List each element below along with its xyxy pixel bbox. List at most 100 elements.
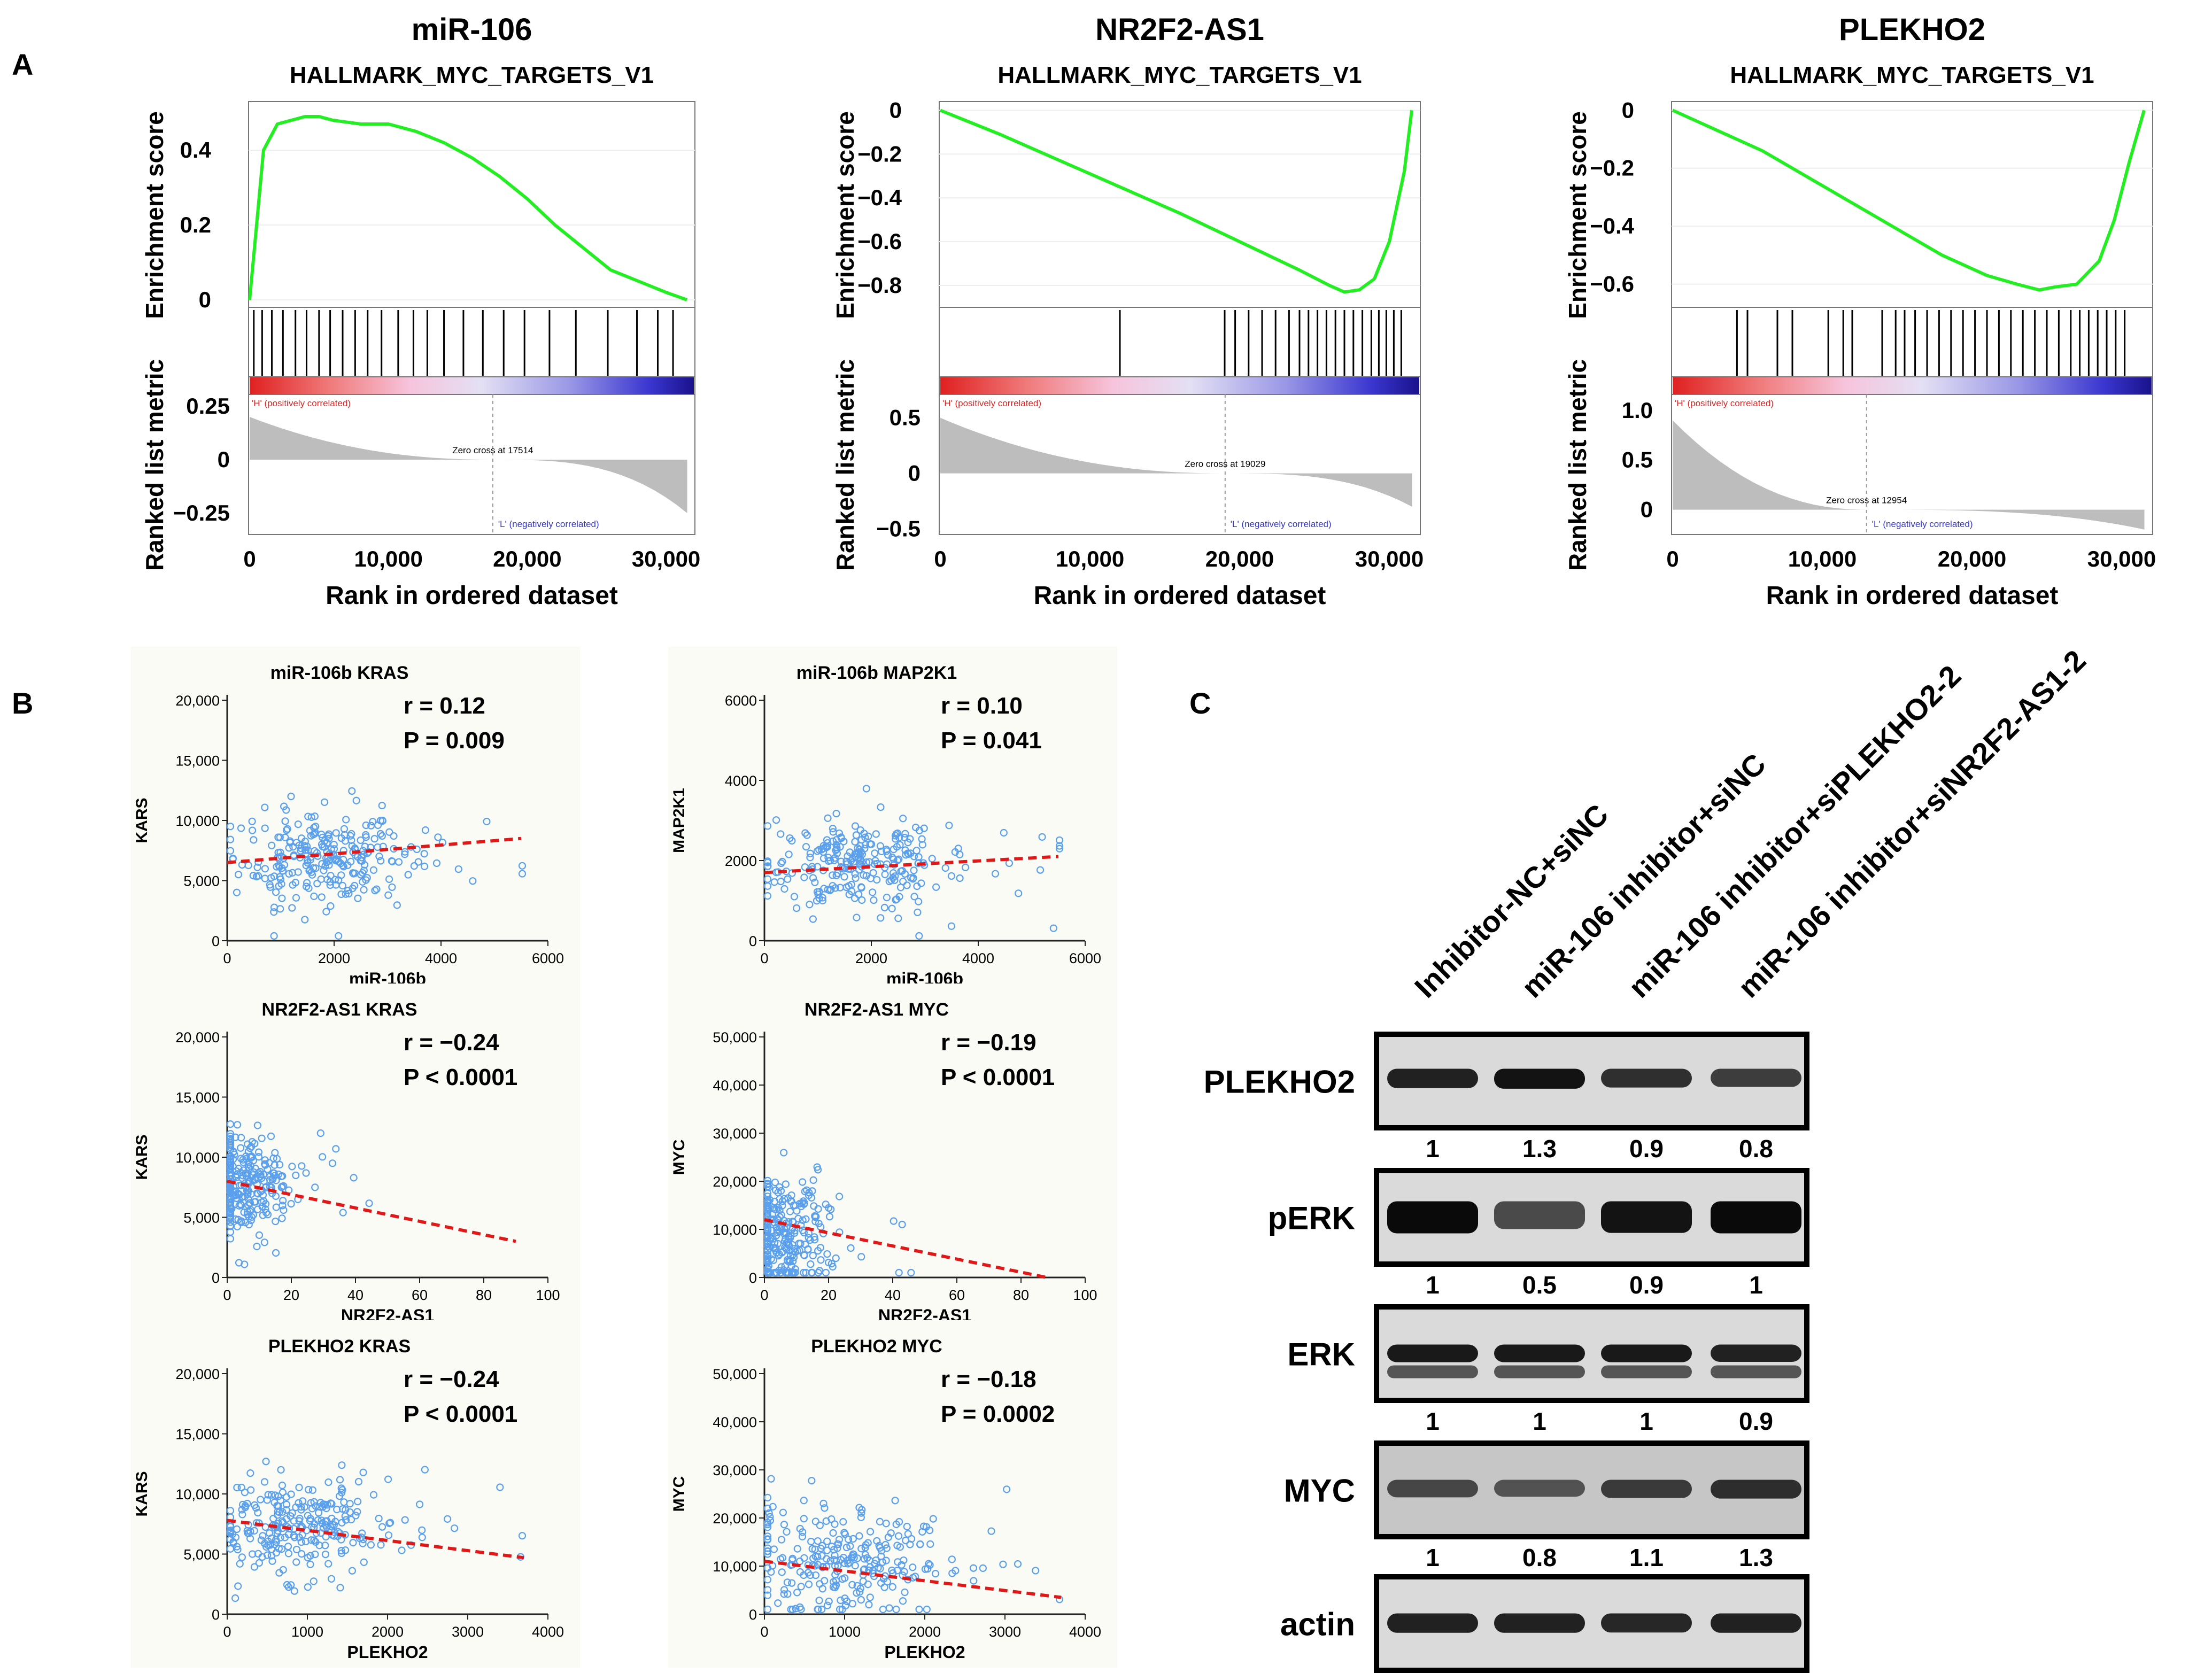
data-point: [292, 1545, 301, 1554]
es-tick-label: −0.6: [1590, 272, 1634, 297]
data-point: [328, 1159, 337, 1167]
data-point: [252, 1173, 260, 1181]
data-point: [280, 802, 288, 810]
data-point: [768, 1226, 776, 1234]
data-point: [272, 888, 280, 896]
y-tick-label: 10,000: [713, 1222, 757, 1238]
data-point: [378, 801, 386, 810]
data-point: [799, 1178, 807, 1186]
data-point: [1049, 924, 1057, 932]
y-tick-label: 30,000: [713, 1462, 757, 1478]
data-point: [260, 1478, 269, 1486]
data-point: [308, 871, 316, 879]
x-axis-label: Rank in ordered dataset: [1766, 582, 2059, 610]
data-point: [767, 1475, 775, 1483]
es-axis-label: Enrichment score: [141, 111, 168, 319]
data-point: [237, 1217, 245, 1225]
data-point: [878, 1547, 886, 1555]
data-point: [254, 1148, 263, 1156]
blot-band: [1494, 1344, 1585, 1362]
data-point: [275, 1545, 283, 1553]
data-point: [907, 874, 915, 882]
data-point: [342, 816, 350, 824]
data-point: [339, 1209, 347, 1217]
data-point: [784, 875, 792, 883]
blot-band: [1387, 1480, 1478, 1498]
data-point: [321, 1550, 330, 1559]
data-point: [859, 1577, 867, 1585]
data-point: [871, 1560, 879, 1568]
data-point: [763, 862, 772, 871]
data-point: [276, 848, 284, 856]
scatter-background: [131, 647, 580, 994]
x-tick-label: 20,000: [1205, 546, 1274, 571]
data-point: [346, 1500, 354, 1508]
metric-tick-label: −0.25: [173, 500, 230, 525]
data-point: [814, 1605, 822, 1614]
data-point: [290, 1587, 298, 1595]
data-point: [777, 1536, 786, 1544]
data-point: [853, 913, 861, 921]
data-point: [855, 859, 863, 868]
data-point: [829, 825, 837, 833]
data-point: [824, 839, 832, 847]
blot-band: [1711, 1201, 1801, 1234]
data-point: [375, 853, 383, 861]
data-point: [226, 1235, 235, 1243]
blot-band: [1601, 1068, 1692, 1088]
data-point: [805, 1581, 813, 1589]
data-point: [851, 870, 859, 878]
data-point: [288, 904, 296, 912]
data-point: [270, 1161, 279, 1169]
data-point: [775, 1228, 784, 1236]
data-point: [273, 1529, 281, 1538]
data-point: [777, 859, 785, 868]
scatter-panel: miR-106b KRAS 0 2000 4000 6000 0 5,000 10,000 15…: [131, 647, 580, 994]
data-point: [226, 1145, 235, 1153]
data-point: [786, 1234, 794, 1242]
data-point: [929, 1515, 937, 1523]
es-tick-label: 0.4: [180, 137, 212, 162]
data-point: [800, 1497, 808, 1505]
data-point: [321, 862, 329, 870]
data-point: [912, 847, 921, 855]
data-point: [832, 1254, 840, 1263]
blot-row-label: actin: [1280, 1607, 1355, 1643]
data-point: [304, 812, 312, 820]
data-point: [342, 1546, 350, 1554]
data-point: [918, 841, 926, 849]
data-point: [398, 1546, 406, 1554]
data-point: [279, 1508, 287, 1516]
data-point: [1015, 889, 1023, 897]
rank-heat-bar: [250, 377, 694, 394]
data-point: [853, 1554, 861, 1562]
data-point: [892, 830, 900, 838]
data-point: [301, 846, 310, 854]
data-point: [777, 877, 785, 886]
data-point: [799, 1216, 807, 1224]
blot-row: ERK 1 1 1 0.9: [1287, 1304, 1809, 1435]
data-point: [362, 833, 370, 841]
zero-cross-label: Zero cross at 12954: [1826, 495, 1907, 506]
r-value: r = −0.24: [404, 1029, 499, 1056]
panel-label-a: A: [12, 48, 33, 81]
data-point: [1003, 1485, 1011, 1493]
data-point: [889, 869, 898, 877]
quant-value: 1.3: [1522, 1135, 1557, 1163]
data-point: [824, 854, 832, 862]
data-point: [796, 1240, 805, 1248]
data-point: [319, 1524, 327, 1532]
es-tick-label: 0: [1622, 97, 1634, 122]
data-point: [866, 1593, 874, 1601]
data-point: [294, 868, 302, 876]
y-tick-label: 5,000: [183, 873, 220, 889]
es-tick-label: −0.2: [1590, 156, 1634, 181]
data-point: [947, 922, 955, 930]
data-point: [791, 1248, 800, 1256]
data-point: [401, 848, 409, 856]
lane-label: Inhibitor-NC+siNC: [1408, 797, 1615, 1004]
data-point: [320, 798, 329, 806]
x-tick-label: 30,000: [1355, 546, 1424, 571]
data-point: [349, 1539, 357, 1547]
data-point: [815, 846, 823, 854]
